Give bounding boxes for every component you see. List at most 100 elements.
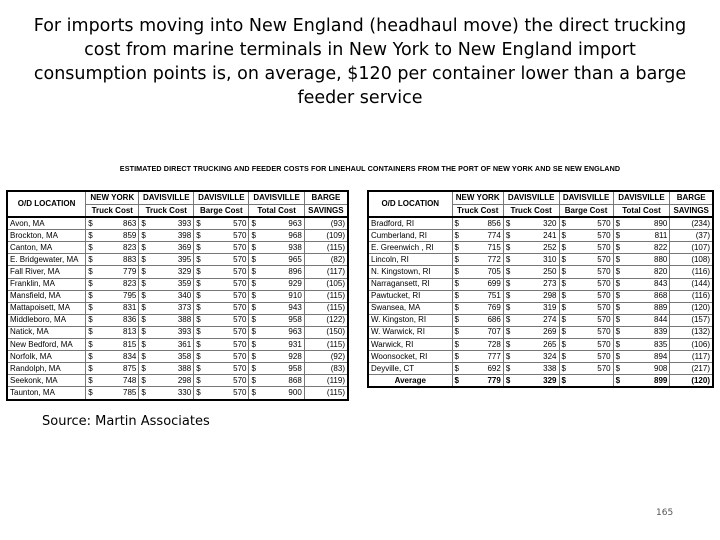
currency-symbol: $ [612,216,624,231]
cost-cell: 835 [623,338,671,352]
savings-cell: (122) [304,313,349,327]
currency-symbol: $ [612,241,624,255]
column-header-location: O/D LOCATION [366,189,453,219]
right-cost-table: O/D LOCATION NEW YORK DAVISVILLE DAVISVILLE… [366,189,715,389]
currency-symbol: $ [451,350,464,364]
cost-cell: 570 [204,253,250,267]
location-cell: Natick, MA [6,325,87,340]
currency-symbol: $ [85,229,97,243]
cost-cell: 570 [569,338,614,352]
cost-cell: 868 [259,374,305,388]
currency-symbol: $ [502,253,514,267]
cost-cell: 769 [463,301,504,315]
location-cell: Mansfield, MA [6,289,87,303]
average-label: Average [366,374,453,389]
column-subheader: Truck Cost [138,204,195,219]
cost-cell: 269 [513,325,560,340]
currency-symbol: $ [248,265,260,279]
savings-cell: (119) [304,374,349,388]
currency-symbol: $ [193,253,205,267]
currency-symbol: $ [612,265,624,279]
location-cell: Brockton, MA [6,229,87,243]
savings-cell: (150) [304,325,349,340]
savings-cell: (92) [304,350,349,364]
cost-cell: 570 [204,313,250,327]
currency-symbol: $ [451,325,464,340]
cost-cell: 388 [150,313,195,327]
currency-symbol: $ [558,374,570,389]
currency-symbol: $ [138,229,151,243]
table-row: W. Warwick, RI $707 $269 $570 $839 (132) [366,325,715,340]
currency-symbol: $ [85,216,97,231]
cost-cell: 570 [204,229,250,243]
cost-cell: 900 [259,386,305,401]
cost-cell: 785 [96,386,140,401]
cost-cell: 395 [150,253,195,267]
currency-symbol: $ [248,277,260,291]
currency-symbol: $ [612,229,624,243]
cost-cell: 831 [96,301,140,315]
average-savings-cell: (120) [669,374,715,389]
cost-cell: 570 [204,277,250,291]
title-line: feeder service [297,88,423,108]
savings-cell: (83) [304,362,349,376]
currency-symbol: $ [248,386,260,401]
currency-symbol: $ [193,325,205,340]
table-row: Warwick, RI $728 $265 $570 $835 (106) [366,338,715,352]
header-row: Truck Cost Truck Cost Barge Cost Total Cost… [368,204,715,219]
currency-symbol: $ [502,325,514,340]
table-title: ESTIMATED DIRECT TRUCKING AND FEEDER COS… [119,164,621,173]
column-header: DAVISVILLE [502,190,560,205]
currency-symbol: $ [502,350,514,364]
cost-cell: 361 [150,338,195,352]
currency-symbol: $ [138,338,151,352]
cost-cell: 728 [463,338,504,352]
cost-cell: 570 [204,241,250,255]
cost-cell: 265 [513,338,560,352]
cost-cell: 570 [204,374,250,388]
savings-cell: (132) [669,325,715,340]
currency-symbol: $ [193,338,205,352]
cost-cell: 570 [204,362,250,376]
currency-symbol: $ [558,229,570,243]
currency-symbol: $ [558,277,570,291]
currency-symbol: $ [85,301,97,315]
currency-symbol: $ [193,313,205,327]
currency-symbol: $ [558,216,570,231]
title-line: consumption points is, on average, $120 … [33,64,687,84]
savings-cell: (107) [669,241,715,255]
currency-symbol: $ [558,338,570,352]
cost-cell: 570 [569,362,614,376]
column-header: BARGE [669,190,715,205]
cost-cell: 968 [259,229,305,243]
title-line: cost from marine terminals in New York t… [84,40,636,60]
header-row: O/D LOCATION NEW YORK DAVISVILLE DAVISVILLE… [366,189,715,219]
column-subheader: Truck Cost [502,204,560,219]
currency-symbol: $ [193,374,205,388]
currency-symbol: $ [612,374,624,389]
location-cell: Pawtucket, RI [366,289,453,303]
location-cell: Taunton, MA [6,386,87,401]
cost-cell: 393 [150,325,195,340]
table-row: Canton, MA $823 $369 $570 $938 (115) [6,241,349,255]
table-row: Swansea, MA $769 $319 $570 $889 (120) [366,301,715,315]
currency-symbol: $ [85,362,97,376]
average-row: Average $779 $329 $ $899 (120) [366,374,715,389]
cost-cell: 894 [623,350,671,364]
currency-symbol: $ [558,301,570,315]
currency-symbol: $ [558,253,570,267]
cost-cell: 839 [623,325,671,340]
currency-symbol: $ [502,277,514,291]
table-row: Avon, MA $863 $393 $570 $963 (93) [6,216,349,231]
column-header: DAVISVILLE [138,190,195,205]
cost-cell: 570 [204,301,250,315]
currency-symbol: $ [85,386,97,401]
currency-symbol: $ [248,350,260,364]
location-cell: Randolph, MA [6,362,87,376]
table-row: Fall River, MA $779 $329 $570 $896 (117) [6,265,349,279]
average-cell: 899 [623,374,671,389]
cost-cell: 875 [96,362,140,376]
cost-cell: 570 [569,265,614,279]
location-cell: Avon, MA [6,216,87,231]
location-cell: Woonsocket, RI [366,350,453,364]
